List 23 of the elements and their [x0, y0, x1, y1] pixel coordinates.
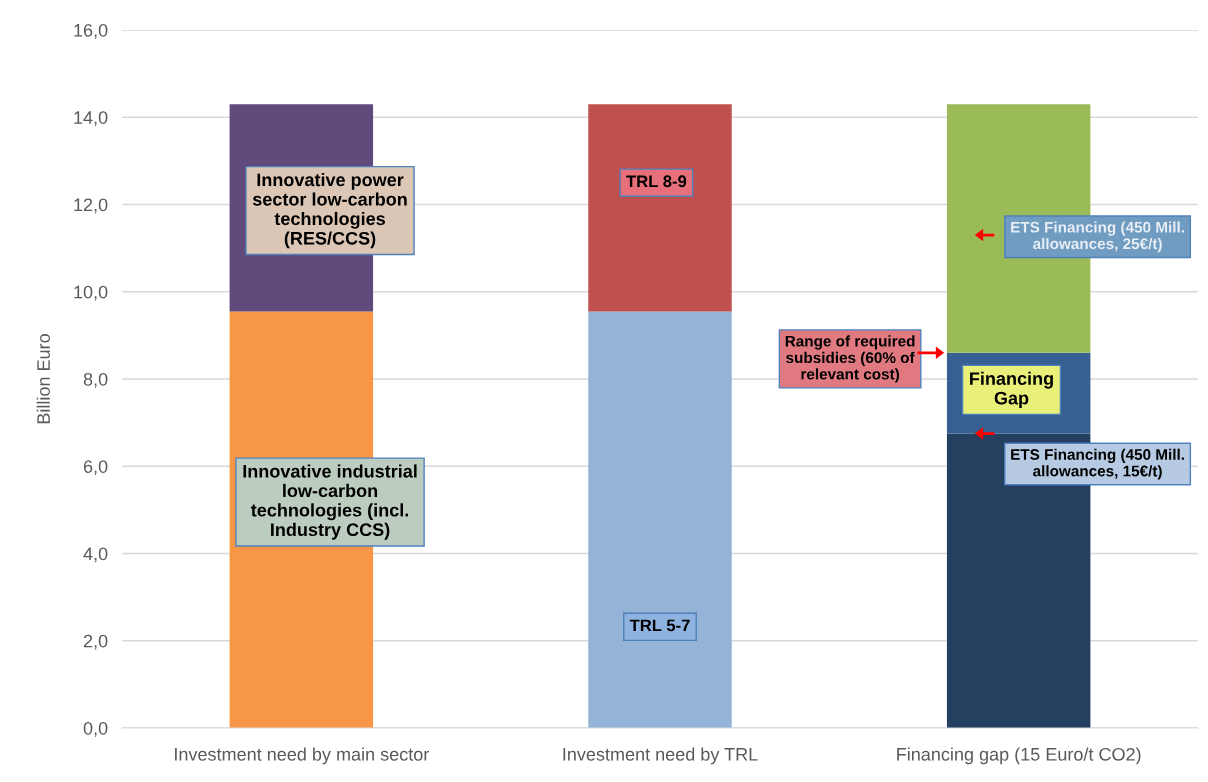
annotation: ETS Financing (450 Mill. allowances, 15€/t) [1011, 448, 1184, 480]
bar [588, 311, 732, 728]
y-axis-title: Billion Euro [36, 334, 50, 424]
x-tick-label: Financing gap (15 Euro/t CO2) [897, 747, 1141, 765]
annotation: Innovative industrial low-carbon technologies (incl. Industry CCS) [243, 464, 417, 540]
y-tick-label: 4,0 [83, 547, 108, 563]
y-tick-label: 10,0 [74, 285, 108, 301]
x-tick-label: Investment need by main sector [175, 747, 429, 765]
y-tick-label: 8,0 [83, 372, 108, 388]
y-tick-label: 0,0 [83, 721, 108, 737]
annotation: Financing Gap [970, 371, 1053, 409]
x-tick-label: Investment need by TRL [563, 747, 758, 765]
y-tick-label: 2,0 [83, 634, 108, 650]
annotation: TRL 5-7 [629, 619, 690, 632]
annotation: Range of required subsidies (60% of relevant cost) [785, 335, 915, 383]
y-tick-label: 6,0 [83, 460, 108, 476]
annotation: TRL 8-9 [626, 175, 687, 188]
annotation: ETS Financing (450 Mill. allowances, 25€/t) [1011, 221, 1184, 253]
annotation: Innovative power sector low-carbon technologies (RES/CCS) [252, 172, 407, 249]
y-tick-label: 14,0 [74, 111, 108, 127]
y-tick-label: 12,0 [74, 198, 108, 214]
bar [588, 104, 732, 312]
y-tick-label: 16,0 [74, 23, 108, 39]
